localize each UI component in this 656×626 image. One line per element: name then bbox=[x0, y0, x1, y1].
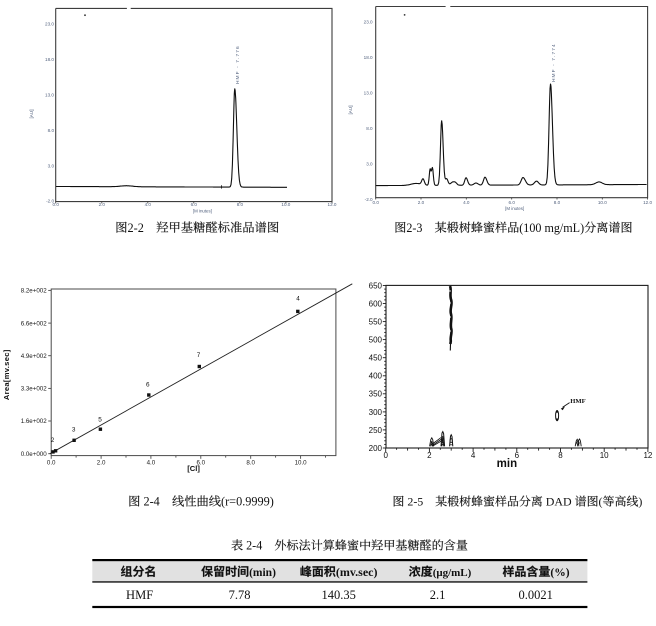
svg-text:4.9e+002: 4.9e+002 bbox=[21, 353, 48, 360]
svg-text:140.35: 140.35 bbox=[322, 588, 356, 602]
svg-text:12.0: 12.0 bbox=[643, 200, 652, 205]
svg-text:6: 6 bbox=[146, 381, 150, 388]
svg-text:2.0: 2.0 bbox=[97, 459, 106, 466]
svg-text:6.0: 6.0 bbox=[509, 200, 516, 205]
svg-text:250: 250 bbox=[369, 426, 383, 435]
svg-text:-2.0: -2.0 bbox=[46, 199, 54, 204]
svg-text:2-3: 2-3 bbox=[406, 221, 422, 235]
svg-text:): ) bbox=[638, 495, 642, 509]
svg-text:18.0: 18.0 bbox=[45, 57, 54, 62]
svg-text:6.0: 6.0 bbox=[196, 459, 205, 466]
svg-text:1.6e+002: 1.6e+002 bbox=[21, 418, 48, 425]
svg-text:2-4: 2-4 bbox=[243, 539, 262, 553]
svg-text:6: 6 bbox=[515, 451, 520, 460]
svg-text:[AU]: [AU] bbox=[29, 110, 34, 119]
svg-text:2: 2 bbox=[427, 451, 432, 460]
svg-text:8: 8 bbox=[558, 451, 563, 460]
svg-text:8.0: 8.0 bbox=[237, 202, 244, 207]
svg-text:7.78: 7.78 bbox=[229, 588, 251, 602]
svg-text:8.2e+002: 8.2e+002 bbox=[21, 288, 48, 295]
svg-text:(r=0.9999): (r=0.9999) bbox=[221, 495, 274, 509]
svg-text:HMF: HMF bbox=[126, 588, 153, 602]
svg-text:(min): (min) bbox=[249, 567, 276, 579]
svg-text:[Cl]: [Cl] bbox=[187, 464, 200, 473]
svg-text:10.0: 10.0 bbox=[295, 459, 308, 466]
svg-text:[AU]: [AU] bbox=[348, 106, 353, 115]
svg-text:2: 2 bbox=[51, 437, 55, 444]
svg-text:500: 500 bbox=[369, 336, 383, 345]
svg-text:12: 12 bbox=[643, 451, 652, 460]
svg-text:650: 650 bbox=[369, 281, 383, 290]
svg-text:8.0: 8.0 bbox=[366, 126, 373, 131]
svg-text:6.6e+002: 6.6e+002 bbox=[21, 320, 48, 327]
svg-text:12.0: 12.0 bbox=[328, 202, 337, 207]
svg-text:[M inutes]: [M inutes] bbox=[505, 206, 524, 211]
svg-text:2.0: 2.0 bbox=[99, 202, 106, 207]
svg-text:4: 4 bbox=[471, 451, 476, 460]
svg-text:3.3e+002: 3.3e+002 bbox=[21, 386, 48, 393]
svg-text:0: 0 bbox=[383, 451, 388, 460]
svg-text:(100 mg/mL): (100 mg/mL) bbox=[519, 221, 584, 235]
svg-text:HMF - 7.776: HMF - 7.776 bbox=[235, 45, 241, 84]
svg-text:0.0021: 0.0021 bbox=[519, 588, 553, 602]
svg-text:2-4: 2-4 bbox=[140, 495, 159, 509]
svg-text:13.0: 13.0 bbox=[45, 92, 54, 97]
svg-text:400: 400 bbox=[369, 372, 383, 381]
svg-text:13.0: 13.0 bbox=[364, 91, 373, 96]
svg-text:0.0: 0.0 bbox=[47, 459, 56, 466]
svg-text:10: 10 bbox=[600, 451, 609, 460]
svg-text:5: 5 bbox=[98, 416, 102, 423]
svg-text:2-5: 2-5 bbox=[404, 495, 423, 509]
svg-text:(: ( bbox=[599, 495, 603, 509]
svg-text:8.0: 8.0 bbox=[246, 459, 255, 466]
svg-text:600: 600 bbox=[369, 299, 383, 308]
svg-text:2-2: 2-2 bbox=[128, 221, 144, 235]
svg-text:0.0: 0.0 bbox=[53, 202, 60, 207]
svg-text:550: 550 bbox=[369, 318, 383, 327]
svg-text:6.0: 6.0 bbox=[191, 202, 198, 207]
svg-text:10.0: 10.0 bbox=[281, 202, 290, 207]
svg-text:200: 200 bbox=[369, 444, 383, 453]
svg-text:DAD: DAD bbox=[543, 495, 575, 509]
svg-text:23.0: 23.0 bbox=[45, 22, 54, 27]
svg-text:2.1: 2.1 bbox=[430, 588, 446, 602]
svg-text:[M inutes]: [M inutes] bbox=[193, 209, 212, 214]
svg-text:(%): (%) bbox=[550, 567, 569, 579]
svg-text:300: 300 bbox=[369, 408, 383, 417]
svg-text:min: min bbox=[497, 458, 517, 470]
svg-text:8.0: 8.0 bbox=[48, 128, 55, 133]
svg-text:7: 7 bbox=[197, 352, 201, 359]
svg-text:4: 4 bbox=[296, 296, 300, 303]
svg-text:4.0: 4.0 bbox=[463, 200, 470, 205]
svg-text:10.0: 10.0 bbox=[598, 200, 607, 205]
svg-text:0.0e+000: 0.0e+000 bbox=[21, 451, 48, 458]
svg-text:HMF - 7.774: HMF - 7.774 bbox=[551, 43, 557, 82]
svg-text:4.0: 4.0 bbox=[145, 202, 152, 207]
svg-text:HMF: HMF bbox=[570, 398, 585, 405]
svg-text:3.0: 3.0 bbox=[48, 163, 55, 168]
svg-text:18.0: 18.0 bbox=[364, 55, 373, 60]
svg-text:(μg/mL): (μg/mL) bbox=[433, 567, 472, 579]
svg-text:3.0: 3.0 bbox=[366, 162, 373, 167]
svg-text:-2.0: -2.0 bbox=[365, 197, 373, 202]
svg-text:2.0: 2.0 bbox=[418, 200, 425, 205]
svg-text:350: 350 bbox=[369, 390, 383, 399]
svg-text:4.0: 4.0 bbox=[147, 459, 156, 466]
svg-text:3: 3 bbox=[72, 427, 76, 434]
svg-text:8.0: 8.0 bbox=[554, 200, 561, 205]
svg-text:(mv.sec): (mv.sec) bbox=[336, 565, 378, 579]
svg-text:0.0: 0.0 bbox=[373, 200, 380, 205]
svg-text:Area[mv.sec]: Area[mv.sec] bbox=[2, 349, 11, 400]
svg-text:23.0: 23.0 bbox=[364, 20, 373, 25]
svg-text:450: 450 bbox=[369, 354, 383, 363]
